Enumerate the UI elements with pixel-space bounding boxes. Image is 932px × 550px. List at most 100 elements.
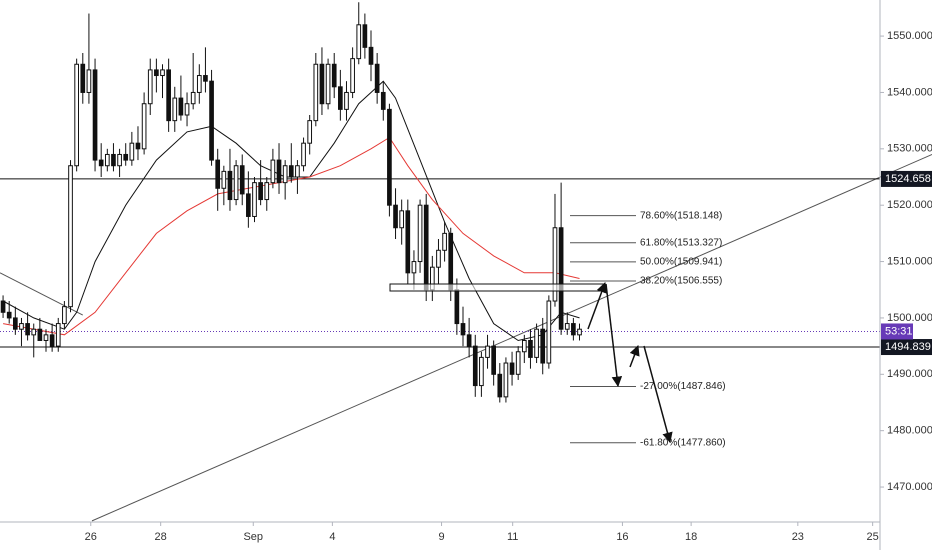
candle-body [466, 334, 472, 347]
candle-body [319, 63, 325, 105]
candle-body [111, 153, 116, 167]
level-label-box [881, 170, 932, 187]
candle-body [344, 91, 349, 110]
x-tick-label: 11 [507, 531, 518, 543]
x-tick-label: 28 [155, 531, 167, 543]
candle-body [141, 103, 147, 150]
candle-body [31, 328, 37, 336]
x-tick-label: 23 [792, 531, 804, 543]
axes: 1550.000 1540.000 1530.000 1520.000 1510.000… [85, 30, 932, 543]
candle-body [160, 69, 165, 77]
level-label-box [881, 339, 932, 356]
candle-body [37, 328, 43, 341]
candle-body [454, 289, 460, 325]
y-tick-label: 1510.000 [887, 255, 932, 267]
fib-label: -27.00%(1487.846) [640, 381, 726, 392]
candle-body [196, 75, 202, 93]
y-tick-label: 1470.000 [887, 481, 932, 493]
x-tick-label: 25 [867, 531, 879, 543]
candle-body [558, 227, 564, 330]
candle-body [92, 69, 98, 161]
candle-body [25, 323, 30, 336]
candle-body [491, 345, 496, 375]
fib-label: -61.80%(1477.860) [640, 437, 726, 448]
candle-body [368, 46, 374, 65]
candle-body [571, 323, 576, 336]
candle-body [577, 328, 582, 336]
candle-body [147, 69, 153, 105]
candle-body [387, 108, 392, 206]
candle-body [190, 91, 196, 105]
candle-body [528, 339, 533, 358]
range-box [389, 283, 606, 292]
candle-body [472, 345, 478, 387]
candle-body [239, 165, 245, 195]
candle-body [534, 328, 539, 358]
candle-body [564, 323, 570, 330]
candle-body [552, 227, 558, 302]
candle-body [68, 165, 73, 308]
candle-body [399, 210, 405, 229]
candle-body [350, 58, 355, 93]
candle-body [503, 362, 509, 398]
y-tick-label: 1500.000 [887, 312, 932, 324]
candle-body [380, 91, 386, 110]
candle-body [129, 142, 135, 161]
moving-average [3, 136, 580, 336]
arrow [605, 283, 623, 388]
x-tick-label: 16 [616, 531, 628, 543]
candle-body [104, 153, 110, 167]
candle-body [246, 193, 251, 217]
candle-body [546, 300, 552, 364]
candle-body [393, 204, 398, 229]
candle-body [374, 63, 380, 93]
y-tick-label: 1520.000 [887, 199, 932, 211]
candle-body [540, 328, 546, 364]
candle-body [215, 159, 221, 189]
arrow [643, 345, 673, 444]
candle-body [203, 75, 208, 82]
candle-body [356, 24, 362, 60]
candle-body [497, 373, 503, 398]
candle-body [43, 334, 49, 341]
trend-line [91, 153, 932, 522]
y-tick-label: 1530.000 [887, 143, 932, 155]
y-tick-label: 1540.000 [887, 86, 932, 98]
candle-body [288, 165, 294, 178]
candle-body [221, 170, 227, 189]
x-tick-label: 26 [85, 531, 97, 543]
candle-body [325, 63, 331, 105]
candle-body [362, 24, 368, 48]
candle-body [460, 323, 466, 336]
annotations [389, 282, 673, 444]
candle-body [521, 339, 527, 353]
candle-body [338, 86, 343, 110]
candle-body [301, 142, 306, 167]
arrow [587, 282, 607, 330]
candle-body [184, 103, 190, 116]
candle-body [233, 165, 239, 201]
candle-body [258, 182, 263, 201]
candle-body [448, 232, 454, 291]
candle-body [12, 317, 18, 330]
candle-body [227, 170, 233, 201]
x-tick-label: 4 [329, 531, 335, 543]
candle-body [485, 345, 490, 358]
fib-label: 61.80%(1513.327) [640, 237, 722, 248]
arrow [629, 345, 640, 368]
candle-body [62, 306, 67, 325]
candle-body [74, 63, 79, 167]
countdown-box [881, 323, 913, 340]
y-tick-label: 1490.000 [887, 368, 932, 380]
y-tick-label: 1480.000 [887, 425, 932, 437]
x-tick-label: 18 [685, 531, 697, 543]
candle-body [405, 210, 411, 274]
candle-body [123, 153, 129, 161]
candle-body [307, 120, 313, 144]
candle-body [417, 204, 423, 263]
candle-body [295, 165, 300, 178]
candle-body [313, 63, 319, 122]
candle-body [209, 80, 214, 161]
